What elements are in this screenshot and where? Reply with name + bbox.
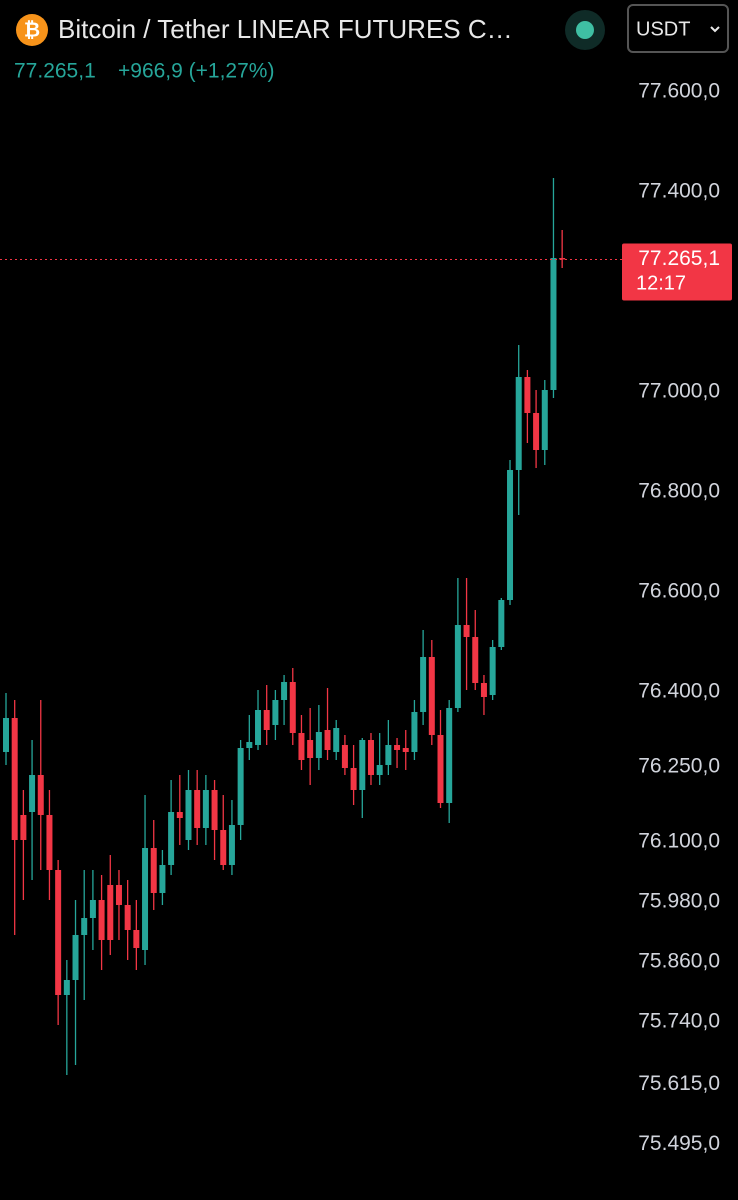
y-tick-label: 76.400,0 [638, 680, 720, 703]
candle-body [454, 625, 461, 708]
candle-body [20, 815, 27, 840]
candle-body [159, 865, 166, 893]
candle-body [376, 765, 383, 775]
status-dot [576, 21, 594, 39]
candle-body [463, 625, 470, 637]
y-tick-label: 75.980,0 [638, 890, 720, 913]
candle-body [333, 728, 340, 752]
candle-body [220, 830, 227, 865]
candle-body [29, 775, 36, 812]
y-tick-label: 76.100,0 [638, 830, 720, 853]
y-tick-label: 77.600,0 [638, 80, 720, 103]
candle-body [324, 730, 331, 750]
candle-body [541, 390, 548, 450]
candle-body [46, 815, 53, 870]
candle-body [559, 258, 566, 260]
candle-body [428, 657, 435, 735]
candle-body [37, 775, 44, 815]
dropdown-caret [710, 26, 720, 33]
y-tick-label: 75.495,0 [638, 1132, 720, 1155]
candle-body [263, 710, 270, 730]
y-tick-label: 76.600,0 [638, 580, 720, 603]
candle-body [437, 735, 444, 803]
candle-body [385, 745, 392, 765]
candle-body [194, 790, 201, 828]
symbol-title: Bitcoin / Tether LINEAR FUTURES C… [58, 14, 513, 44]
candle-body [507, 470, 514, 600]
candle-body [211, 790, 218, 830]
candle-body [237, 748, 244, 825]
y-tick-label: 75.615,0 [638, 1072, 720, 1095]
candle-body [350, 768, 357, 790]
candle-body [107, 885, 114, 940]
candle-body [202, 790, 209, 828]
candle-body [411, 712, 418, 752]
candle-body [81, 918, 88, 935]
header-price: 77.265,1 [14, 60, 96, 83]
coin-icon-bg [16, 14, 48, 46]
candle-body [124, 905, 131, 930]
candle-body [3, 718, 9, 752]
candle-body [315, 732, 322, 758]
candle-body [359, 740, 366, 790]
candle-body [55, 870, 62, 995]
last-price-tag [622, 243, 732, 301]
candle-body [98, 900, 105, 940]
candle-body [272, 700, 279, 725]
candle-body [63, 980, 70, 995]
y-tick-label: 75.860,0 [638, 950, 720, 973]
countdown-label: 12:17 [636, 273, 686, 295]
currency-select[interactable] [627, 4, 729, 53]
candle-body [72, 935, 79, 980]
candle-body [168, 812, 175, 865]
candle-body [394, 745, 401, 750]
last-price-label: 77.265,1 [638, 247, 720, 270]
candle-body [289, 682, 296, 733]
candle-body [185, 790, 192, 840]
candle-body [489, 647, 496, 695]
y-tick-label: 76.800,0 [638, 480, 720, 503]
candle-body [550, 258, 557, 390]
candle-body [307, 740, 314, 758]
candle-body [472, 637, 479, 683]
candle-body [281, 682, 288, 700]
y-tick-label: 77.000,0 [638, 380, 720, 403]
header-change: +966,9 (+1,27%) [118, 60, 274, 83]
candle-body [533, 413, 540, 450]
y-tick-label: 76.250,0 [638, 755, 720, 778]
candle-body [402, 748, 409, 752]
candle-body [367, 740, 374, 775]
candle-body [298, 733, 305, 760]
candle-body [480, 683, 487, 697]
candle-body [341, 745, 348, 768]
candle-body [446, 708, 453, 803]
y-tick-label: 75.740,0 [638, 1010, 720, 1033]
candle-body [498, 600, 505, 647]
candle-body [255, 710, 262, 745]
candle-body [133, 930, 140, 948]
candle-body [420, 657, 427, 712]
candle-body [11, 718, 18, 840]
candle-body [246, 742, 253, 748]
coin-icon: ₿ [24, 19, 40, 41]
currency-label[interactable]: USDT [636, 18, 690, 40]
candle-body [515, 377, 522, 470]
candle-body [142, 848, 149, 950]
candle-body [115, 885, 122, 905]
candle-body [228, 825, 235, 865]
candle-body [89, 900, 96, 918]
candle-body [150, 848, 157, 893]
candle-body [524, 377, 531, 413]
y-tick-label: 77.400,0 [638, 180, 720, 203]
candle-body [176, 812, 183, 818]
